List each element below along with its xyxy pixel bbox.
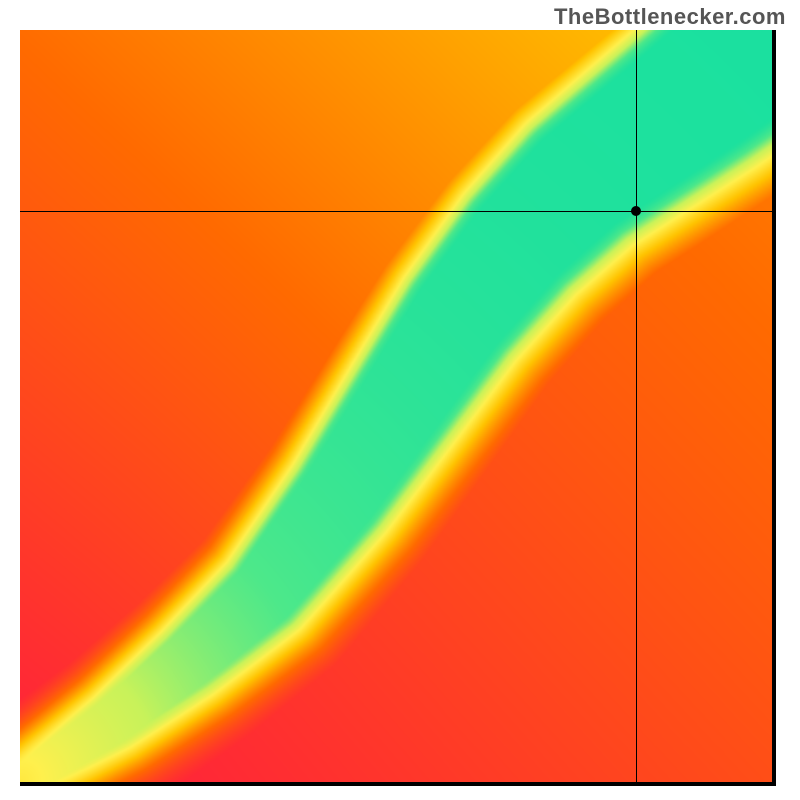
bottleneck-heatmap-canvas bbox=[20, 30, 772, 782]
bottleneck-heatmap-frame bbox=[20, 30, 776, 786]
attribution-label: TheBottlenecker.com bbox=[554, 4, 786, 30]
